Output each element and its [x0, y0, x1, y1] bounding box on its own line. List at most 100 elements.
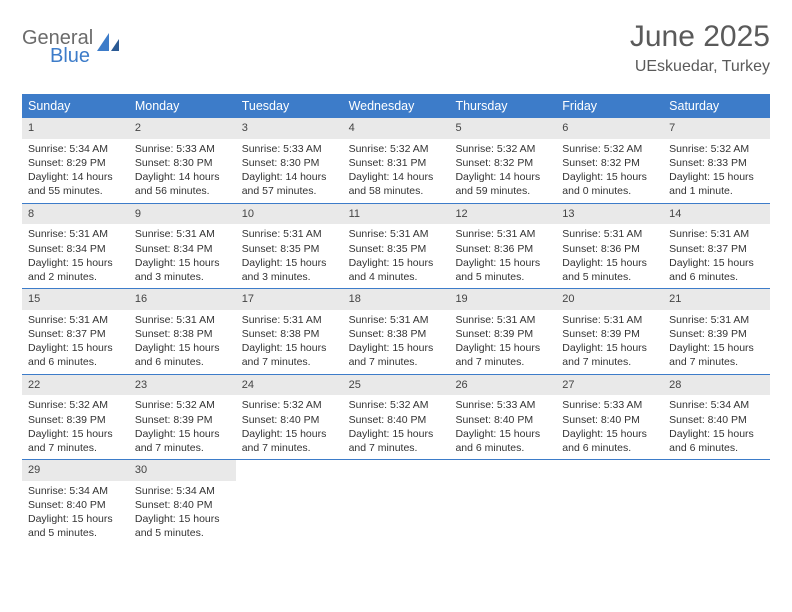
- sunset-line: Sunset: 8:35 PM: [236, 242, 343, 256]
- weekday-header-row: SundayMondayTuesdayWednesdayThursdayFrid…: [22, 94, 770, 118]
- calendar-day-empty: [236, 460, 343, 545]
- calendar-day: 25Sunrise: 5:32 AMSunset: 8:40 PMDayligh…: [343, 375, 450, 460]
- day-number: 5: [449, 118, 556, 139]
- sunrise-line: Sunrise: 5:33 AM: [449, 398, 556, 412]
- day-number: 13: [556, 204, 663, 225]
- sunrise-line: Sunrise: 5:31 AM: [449, 313, 556, 327]
- sunrise-line: Sunrise: 5:33 AM: [236, 142, 343, 156]
- day-number: 11: [343, 204, 450, 225]
- sunrise-line: Sunrise: 5:31 AM: [129, 313, 236, 327]
- calendar-day: 22Sunrise: 5:32 AMSunset: 8:39 PMDayligh…: [22, 375, 129, 460]
- sunset-line: Sunset: 8:40 PM: [236, 413, 343, 427]
- day-number: 21: [663, 289, 770, 310]
- day-number: 16: [129, 289, 236, 310]
- sunset-line: Sunset: 8:39 PM: [663, 327, 770, 341]
- daylight-line: Daylight: 15 hours and 5 minutes.: [129, 512, 236, 540]
- calendar-day: 19Sunrise: 5:31 AMSunset: 8:39 PMDayligh…: [449, 289, 556, 374]
- sunrise-line: Sunrise: 5:31 AM: [556, 313, 663, 327]
- calendar-day: 24Sunrise: 5:32 AMSunset: 8:40 PMDayligh…: [236, 375, 343, 460]
- calendar-day: 3Sunrise: 5:33 AMSunset: 8:30 PMDaylight…: [236, 118, 343, 203]
- daylight-line: Daylight: 14 hours and 55 minutes.: [22, 170, 129, 198]
- calendar-day: 21Sunrise: 5:31 AMSunset: 8:39 PMDayligh…: [663, 289, 770, 374]
- logo-sail-icon: [95, 31, 121, 58]
- weekday-header: Tuesday: [236, 94, 343, 118]
- day-number: 30: [129, 460, 236, 481]
- day-number: 23: [129, 375, 236, 396]
- sunset-line: Sunset: 8:40 PM: [449, 413, 556, 427]
- logo: General Blue: [22, 28, 121, 66]
- calendar-day-empty: [449, 460, 556, 545]
- sunset-line: Sunset: 8:34 PM: [22, 242, 129, 256]
- calendar-day: 20 Sunrise: 5:31 AMSunset: 8:39 PMDayligh…: [556, 289, 663, 374]
- calendar-day: 8 Sunrise: 5:31 AMSunset: 8:34 PMDaylight…: [22, 204, 129, 289]
- sunrise-line: Sunrise: 5:32 AM: [343, 398, 450, 412]
- daylight-line: Daylight: 15 hours and 4 minutes.: [343, 256, 450, 284]
- page-title: June 2025: [630, 20, 770, 54]
- sunset-line: Sunset: 8:40 PM: [22, 498, 129, 512]
- daylight-line: Daylight: 15 hours and 5 minutes.: [22, 512, 129, 540]
- sunrise-line: Sunrise: 5:32 AM: [129, 398, 236, 412]
- sunset-line: Sunset: 8:40 PM: [663, 413, 770, 427]
- day-number: 7: [663, 118, 770, 139]
- sunset-line: Sunset: 8:29 PM: [22, 156, 129, 170]
- calendar-day: 13Sunrise: 5:31 AMSunset: 8:36 PMDayligh…: [556, 204, 663, 289]
- sunset-line: Sunset: 8:39 PM: [556, 327, 663, 341]
- daylight-line: Daylight: 15 hours and 2 minutes.: [22, 256, 129, 284]
- calendar-day-empty: [663, 460, 770, 545]
- daylight-line: Daylight: 15 hours and 7 minutes.: [343, 341, 450, 369]
- weekday-header: Friday: [556, 94, 663, 118]
- day-number: 18: [343, 289, 450, 310]
- day-number: 28: [663, 375, 770, 396]
- day-number: 29: [22, 460, 129, 481]
- day-number: 15: [22, 289, 129, 310]
- day-number: 20: [556, 289, 663, 310]
- sunrise-line: Sunrise: 5:31 AM: [22, 227, 129, 241]
- sunrise-line: Sunrise: 5:32 AM: [556, 142, 663, 156]
- day-number: 14: [663, 204, 770, 225]
- sunset-line: Sunset: 8:40 PM: [343, 413, 450, 427]
- sunset-line: Sunset: 8:35 PM: [343, 242, 450, 256]
- sunset-line: Sunset: 8:32 PM: [556, 156, 663, 170]
- calendar-day: 16Sunrise: 5:31 AMSunset: 8:38 PMDayligh…: [129, 289, 236, 374]
- sunset-line: Sunset: 8:38 PM: [343, 327, 450, 341]
- day-number: 1: [22, 118, 129, 139]
- sunset-line: Sunset: 8:32 PM: [449, 156, 556, 170]
- logo-line2: Blue: [50, 46, 93, 66]
- daylight-line: Daylight: 14 hours and 56 minutes.: [129, 170, 236, 198]
- daylight-line: Daylight: 15 hours and 7 minutes.: [22, 427, 129, 455]
- day-number: 24: [236, 375, 343, 396]
- sunset-line: Sunset: 8:34 PM: [129, 242, 236, 256]
- calendar-week: 29Sunrise: 5:34 AMSunset: 8:40 PMDayligh…: [22, 460, 770, 545]
- sunset-line: Sunset: 8:31 PM: [343, 156, 450, 170]
- daylight-line: Daylight: 15 hours and 7 minutes.: [556, 341, 663, 369]
- sunrise-line: Sunrise: 5:31 AM: [22, 313, 129, 327]
- sunset-line: Sunset: 8:30 PM: [129, 156, 236, 170]
- day-number: 25: [343, 375, 450, 396]
- calendar-day: 18Sunrise: 5:31 AMSunset: 8:38 PMDayligh…: [343, 289, 450, 374]
- header: General Blue June 2025 UEskuedar, Turkey: [22, 20, 770, 76]
- daylight-line: Daylight: 15 hours and 3 minutes.: [236, 256, 343, 284]
- sunrise-line: Sunrise: 5:32 AM: [449, 142, 556, 156]
- day-number: 2: [129, 118, 236, 139]
- sunrise-line: Sunrise: 5:31 AM: [663, 313, 770, 327]
- day-number: 9: [129, 204, 236, 225]
- sunrise-line: Sunrise: 5:32 AM: [343, 142, 450, 156]
- daylight-line: Daylight: 15 hours and 7 minutes.: [449, 341, 556, 369]
- sunrise-line: Sunrise: 5:31 AM: [343, 227, 450, 241]
- sunrise-line: Sunrise: 5:34 AM: [22, 484, 129, 498]
- sunrise-line: Sunrise: 5:34 AM: [129, 484, 236, 498]
- day-number: 19: [449, 289, 556, 310]
- day-number: 17: [236, 289, 343, 310]
- calendar-day: 15Sunrise: 5:31 AMSunset: 8:37 PMDayligh…: [22, 289, 129, 374]
- weekday-header: Monday: [129, 94, 236, 118]
- sunrise-line: Sunrise: 5:31 AM: [663, 227, 770, 241]
- daylight-line: Daylight: 14 hours and 58 minutes.: [343, 170, 450, 198]
- daylight-line: Daylight: 15 hours and 6 minutes.: [129, 341, 236, 369]
- daylight-line: Daylight: 15 hours and 6 minutes.: [663, 427, 770, 455]
- day-number: 8: [22, 204, 129, 225]
- daylight-line: Daylight: 15 hours and 5 minutes.: [449, 256, 556, 284]
- calendar-day: 17Sunrise: 5:31 AMSunset: 8:38 PMDayligh…: [236, 289, 343, 374]
- calendar-day: 26Sunrise: 5:33 AMSunset: 8:40 PMDayligh…: [449, 375, 556, 460]
- calendar-day: 9Sunrise: 5:31 AMSunset: 8:34 PMDaylight…: [129, 204, 236, 289]
- location-subtitle: UEskuedar, Turkey: [630, 58, 770, 76]
